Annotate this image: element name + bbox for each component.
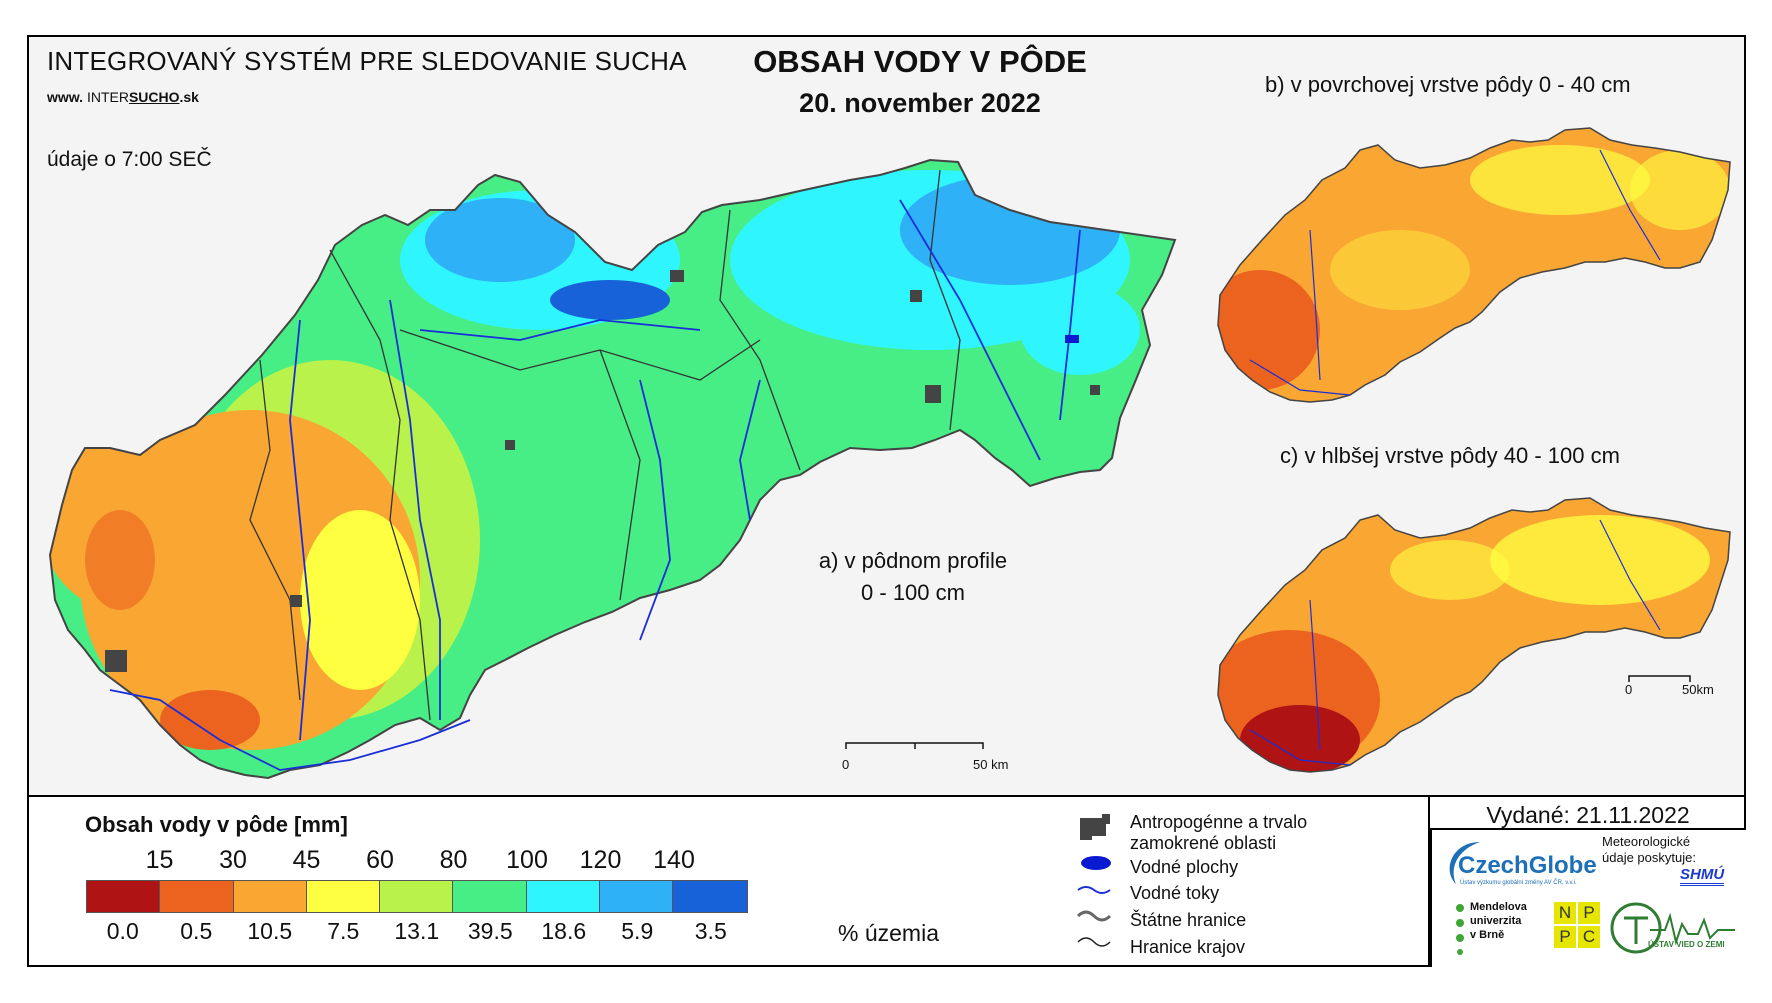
map-c-caption: c) v hlbšej vrstve pôdy 40 - 100 cm [1280,443,1620,468]
nppc-letter: N [1554,902,1576,924]
region-border-icon [1077,937,1111,947]
legend-threshold-label: 15 [145,846,174,874]
legend-threshold-label: 120 [579,846,622,874]
legend-class-percent: 13.1 [394,918,440,944]
uvz-logo: ÚSTAV VIED O ZEMI [1648,940,1725,949]
legend-class-percent: 0.5 [180,918,213,944]
czechglobe-subtitle: Ústav výzkumu globální změny AV ČR, v.v.… [1460,880,1577,886]
legend-class-percent: 39.5 [467,918,513,944]
legend-class-swatch [673,881,747,912]
water-body-icon [1081,856,1111,870]
legend-class-percent: 0.0 [106,918,139,944]
symbol-state-border-label: Štátne hranice [1130,910,1247,930]
symbol-legend-icons [1076,814,1112,947]
legend-class-percent: 3.5 [694,918,727,944]
shmu-logo: SHMÚ [1680,866,1725,886]
legend-class-swatch [160,881,234,912]
legend-title: Obsah vody v pôde [mm] [85,812,348,837]
url-sucho: SUCHO [128,89,180,105]
map-date: 20. november 2022 [799,88,1041,118]
river-icon [1077,886,1111,894]
map-a-caption-2: 0 - 100 cm [861,580,965,605]
scale-main-end: 50 km [973,757,1009,772]
czechglobe-logo: CzechGlobe [1458,852,1597,879]
legend-class-percent: 7.5 [327,918,360,944]
legend-class-swatch [599,881,674,912]
legend-color-bar [86,880,748,913]
nppc-letter: P [1578,902,1600,924]
map-b-caption: b) v povrchovej vrstve pôdy 0 - 40 cm [1265,72,1631,97]
legend-class-swatch [380,881,454,912]
czechglobe-swoosh-icon [1449,842,1480,884]
legend-class-percent: 10.5 [247,918,293,944]
map-a-caption-1: a) v pôdnom profile [818,548,1008,573]
scale-small-end: 50km [1682,682,1714,697]
legend-class-swatch [453,881,527,912]
nppc-letter: P [1554,926,1576,948]
legend-threshold-label: 45 [292,846,321,874]
symbol-water-bodies-label: Vodné plochy [1130,857,1239,877]
legend-class-swatch [306,881,381,912]
nppc-logo: N P P C [1554,902,1600,948]
legend-class-swatch [526,881,600,912]
percent-unit-label: % územia [838,920,939,946]
nppc-letter: C [1578,926,1600,948]
meteo-note: Meteorologické údaje poskytuje: [1602,834,1696,865]
symbol-region-border-label: Hranice krajov [1130,937,1246,957]
legend-class-percent: 18.6 [541,918,587,944]
symbol-urban-label: Antropogénne a trvalo zamokrené oblasti [1130,812,1308,853]
logos-panel: CzechGlobe Ústav výzkumu globální změny … [1430,830,1746,967]
scale-small-start: 0 [1625,682,1633,697]
legend-threshold-label: 140 [653,846,695,874]
legend-threshold-label: 80 [439,846,468,874]
legend-threshold-label: 60 [366,846,394,874]
uvz-logo-icon [1610,902,1735,954]
website-url[interactable]: www. INTERSUCHO.sk [47,89,199,105]
mendel-logo: Mendelova univerzita v Brně [1470,900,1527,942]
legend-class-swatch [233,881,307,912]
legend-threshold-label: 100 [506,846,548,874]
scale-main-start: 0 [842,757,850,772]
legend-class-swatch [87,881,161,912]
url-inter: INTER [86,89,129,105]
symbol-rivers-label: Vodné toky [1130,883,1220,903]
legend-divider [1428,795,1430,967]
mendel-line-3: v Brně [1470,929,1505,941]
mendel-line-2: univerzita [1470,915,1522,927]
urban-area-icon [1080,814,1110,840]
url-prefix: www. [47,89,84,105]
legend-threshold-label: 30 [219,846,247,874]
mendel-dots-icon [1456,904,1464,955]
issued-date: Vydané: 21.11.2022 [1430,800,1746,830]
mendel-line-1: Mendelova [1470,901,1527,913]
url-suffix: .sk [179,89,199,105]
system-title: INTEGROVANÝ SYSTÉM PRE SLEDOVANIE SUCHA [47,46,687,76]
state-border-icon [1076,910,1112,922]
time-note: údaje o 7:00 SEČ [47,148,212,171]
legend-class-percent: 5.9 [621,918,654,944]
main-title: OBSAH VODY V PÔDE [753,44,1087,79]
